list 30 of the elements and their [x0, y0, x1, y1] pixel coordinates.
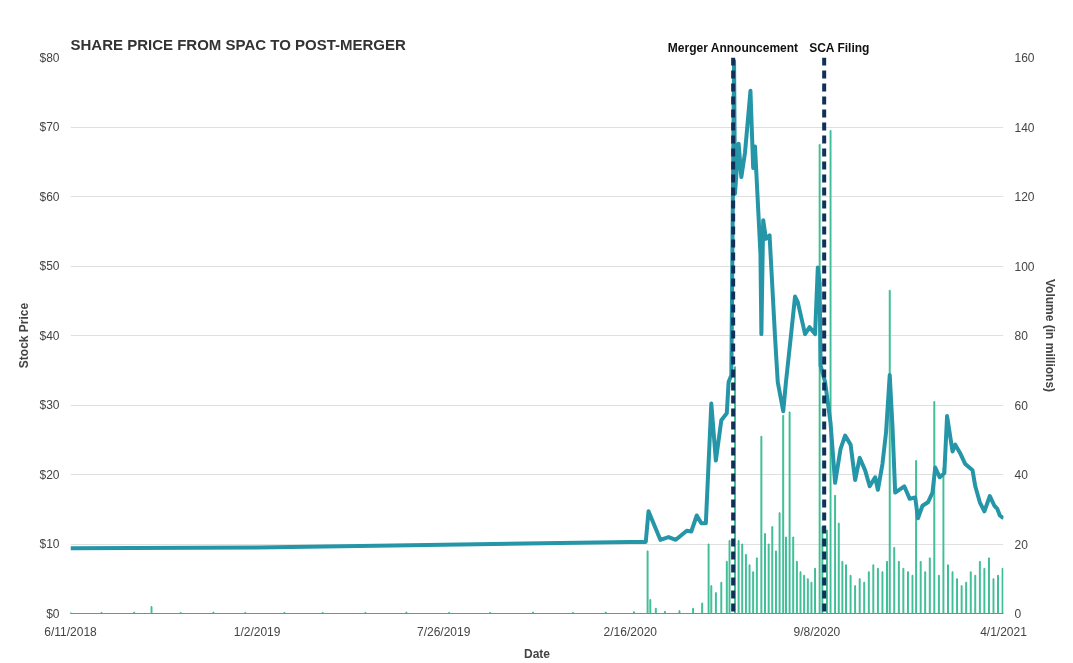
y-tick-label: $50	[39, 259, 60, 273]
x-tick-label: 9/8/2020	[793, 624, 841, 639]
y-tick-label: $80	[39, 50, 60, 65]
y2-tick-label: 140	[1014, 120, 1035, 135]
y-tick-label: $20	[39, 467, 60, 482]
x-tick-label: 7/26/2019	[417, 624, 471, 639]
y2-tick-label: 0	[1014, 607, 1022, 621]
y-tick-label: $10	[39, 537, 60, 551]
x-tick-label: 1/2/2019	[233, 624, 281, 639]
y2-tick-label: 160	[1014, 51, 1035, 65]
x-tick-label: 2/16/2020	[603, 624, 658, 639]
y2-tick-label: 60	[1014, 398, 1029, 413]
y2-axis-title: Volume (in millions)	[1042, 278, 1057, 393]
chart-title: SHARE PRICE FROM SPAC TO POST-MERGER	[70, 35, 406, 53]
y2-tick-label: 40	[1014, 468, 1029, 482]
ref-line-label: SCA Filing	[809, 40, 870, 55]
y2-tick-label: 120	[1014, 190, 1035, 204]
x-tick-label: 6/11/2018	[44, 624, 98, 639]
ref-line-label: Merger Announcement	[667, 40, 799, 55]
y2-tick-label: 100	[1014, 259, 1035, 274]
y2-tick-label: 80	[1014, 329, 1029, 343]
y-tick-label: $30	[39, 398, 60, 412]
y2-tick-label: 20	[1014, 537, 1029, 552]
y-tick-label: $0	[46, 606, 60, 621]
y-tick-label: $40	[39, 328, 60, 343]
y-axis-title: Stock Price	[17, 302, 32, 369]
x-tick-label: 4/1/2021	[980, 624, 1028, 639]
y-tick-label: $70	[39, 120, 60, 134]
x-axis-title: Date	[524, 646, 551, 661]
y-tick-label: $60	[39, 189, 60, 204]
